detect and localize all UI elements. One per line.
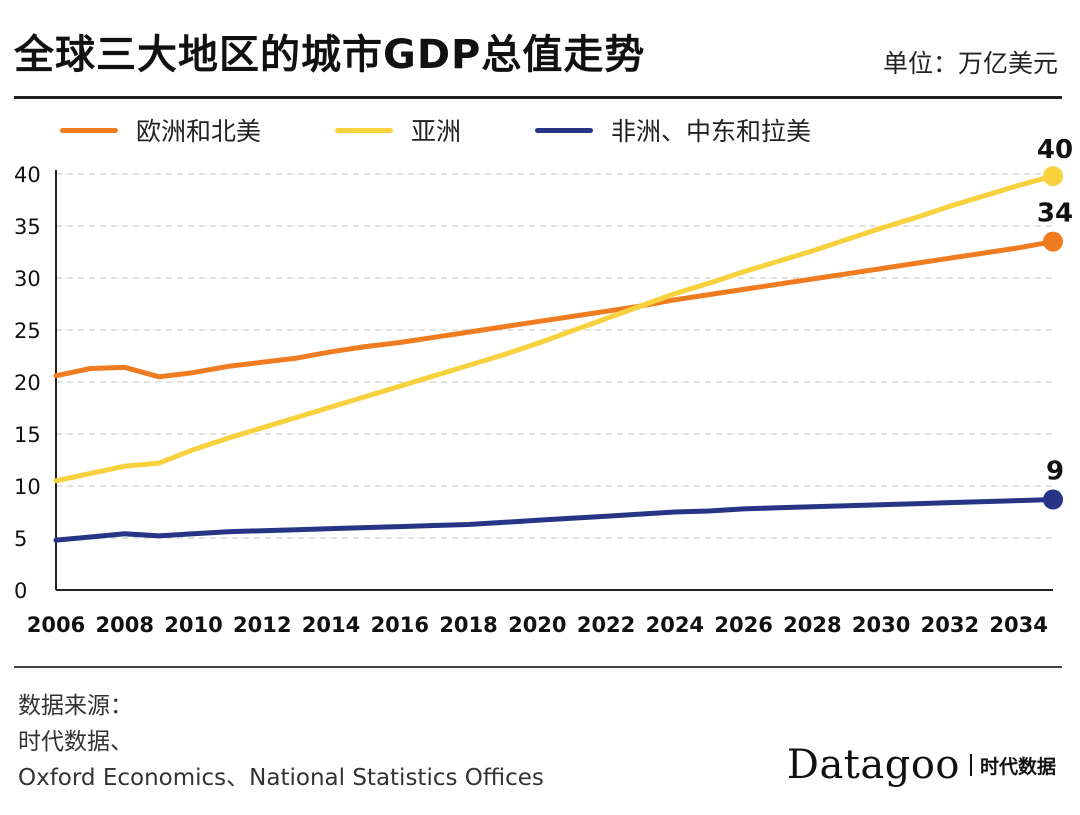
bottom-divider — [14, 666, 1062, 668]
end-label-eu-na: 34 — [1037, 199, 1073, 229]
x-tick-label: 2022 — [577, 613, 635, 637]
y-tick-label: 5 — [14, 527, 27, 551]
source-line-2: Oxford Economics、National Statistics Off… — [18, 765, 544, 791]
end-label-asia: 40 — [1037, 135, 1073, 165]
line-chart: 0 5 10 15 20 25 30 35 40 2006 2008 2010 2012 2014 2016… — [14, 135, 1073, 637]
y-tick-label: 15 — [14, 423, 41, 447]
y-tick-label: 40 — [14, 163, 41, 187]
legend-label-asia: 亚洲 — [411, 117, 462, 146]
legend-item-asia: 亚洲 — [335, 112, 461, 148]
y-tick-label: 35 — [14, 215, 41, 239]
legend-swatch-africa-me-latam — [535, 127, 594, 133]
legend-item-eu-na: 欧洲和北美 — [60, 112, 261, 148]
source-note: 数据来源： 时代数据、 Oxford Economics、National St… — [18, 688, 544, 796]
end-marker-asia — [1043, 166, 1063, 187]
series-line-africa-me-latam — [53, 497, 1056, 543]
end-marker-africa-me-latam — [1043, 489, 1063, 510]
legend-label-africa-me-latam: 非洲、中东和拉美 — [611, 117, 812, 146]
legend-item-africa-me-latam: 非洲、中东和拉美 — [535, 112, 811, 148]
legend: 欧洲和北美 亚洲 非洲、中东和拉美 — [60, 112, 885, 148]
legend-swatch-eu-na — [60, 127, 118, 133]
x-tick-label: 2006 — [27, 613, 85, 637]
brand-name: Datagoo — [786, 742, 960, 788]
x-tick-label: 2010 — [164, 613, 222, 637]
y-tick-label: 30 — [14, 267, 41, 291]
y-tick-label: 10 — [14, 475, 41, 499]
legend-swatch-asia — [335, 127, 394, 133]
y-tick-label: 20 — [14, 371, 41, 395]
x-tick-label: 2016 — [371, 613, 429, 637]
x-tick-label: 2008 — [96, 613, 154, 637]
top-divider — [14, 96, 1062, 99]
x-tick-label: 2024 — [646, 613, 704, 637]
x-tick-label: 2028 — [783, 613, 841, 637]
brand-cn: 时代数据 — [979, 755, 1056, 778]
x-tick-label: 2018 — [439, 613, 497, 637]
chart-title: 全球三大地区的城市GDP总值走势 — [14, 32, 646, 78]
y-tick-label: 0 — [14, 579, 27, 603]
end-label-africa-me-latam: 9 — [1046, 457, 1064, 487]
x-tick-label: 2030 — [852, 613, 910, 637]
x-tick-label: 2012 — [233, 613, 291, 637]
series-line-asia — [53, 173, 1056, 484]
y-tick-label: 25 — [14, 319, 41, 343]
legend-label-eu-na: 欧洲和北美 — [136, 117, 262, 146]
brand-logo: Datagoo 时代数据 — [787, 742, 1056, 788]
x-tick-label: 2026 — [714, 613, 772, 637]
x-tick-label: 2034 — [989, 613, 1047, 637]
x-tick-label: 2020 — [508, 613, 566, 637]
x-tick-label: 2032 — [921, 613, 979, 637]
unit-label: 单位：万亿美元 — [882, 49, 1058, 78]
end-marker-eu-na — [1043, 231, 1063, 252]
source-heading: 数据来源： — [18, 693, 133, 719]
series-line-eu-na — [53, 239, 1056, 380]
x-tick-label: 2014 — [302, 613, 360, 637]
source-line-1: 时代数据、 — [18, 729, 133, 755]
brand-separator — [969, 754, 972, 776]
